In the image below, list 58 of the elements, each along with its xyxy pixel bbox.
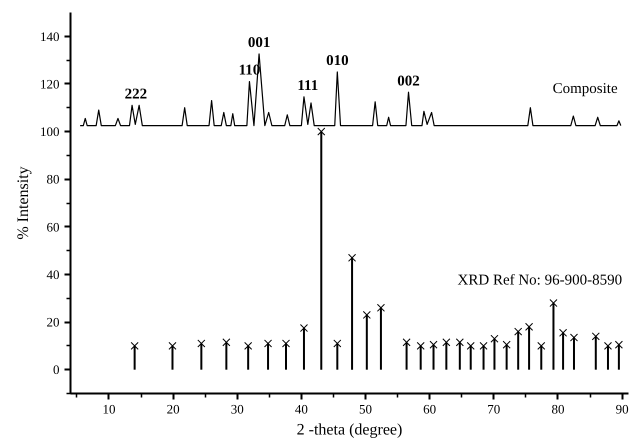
- point: [362, 310, 371, 319]
- point: [168, 342, 177, 350]
- annotation: 010: [326, 53, 349, 70]
- point: [197, 339, 206, 348]
- x-tick-label: 80: [551, 402, 564, 416]
- point: [614, 340, 623, 349]
- annotation: 222: [124, 86, 148, 102]
- annotation: 111: [297, 78, 318, 94]
- point: [490, 334, 498, 343]
- point: [456, 338, 464, 346]
- point: [222, 338, 230, 346]
- point: [502, 340, 511, 349]
- point: [525, 322, 534, 331]
- y-axis-title: % Intensity: [15, 166, 32, 240]
- point: [537, 342, 546, 350]
- annotation: 002: [397, 73, 420, 90]
- y-tick-label: 20: [46, 314, 60, 330]
- y-tick-label: 140: [40, 28, 60, 44]
- annotation: 001: [248, 34, 270, 51]
- y-tick-label: 120: [40, 76, 60, 92]
- x-tick-label: 90: [616, 402, 629, 416]
- series-label: Composite: [552, 80, 618, 97]
- point: [300, 324, 308, 332]
- point: [317, 128, 326, 136]
- y-tick-label: 100: [40, 124, 60, 140]
- series-label: XRD Ref No: 96-900-8590: [458, 272, 622, 289]
- y-tick-label: 80: [46, 172, 60, 187]
- point: [333, 339, 342, 348]
- point: [466, 342, 475, 350]
- point: [514, 328, 522, 336]
- point: [442, 338, 450, 346]
- x-tick-label: 20: [166, 402, 180, 416]
- point: [570, 334, 578, 342]
- point: [282, 339, 290, 348]
- x-tick-label: 40: [294, 402, 308, 416]
- point: [559, 328, 568, 337]
- point: [429, 340, 438, 349]
- point: [480, 342, 488, 350]
- y-tick-label: 0: [53, 362, 60, 378]
- x-tick-label: 50: [359, 402, 372, 416]
- point: [244, 342, 252, 350]
- x-tick-label: 60: [423, 402, 436, 416]
- point: [376, 304, 385, 312]
- x-tick-label: 70: [487, 402, 500, 416]
- point: [130, 342, 139, 350]
- point: [264, 339, 272, 348]
- line-series: [80, 53, 622, 126]
- y-tick-label: 40: [46, 266, 60, 282]
- point: [402, 338, 411, 346]
- y-tick-label: 60: [46, 219, 60, 234]
- point: [416, 342, 425, 350]
- point: [604, 342, 612, 350]
- x-tick-label: 30: [230, 402, 244, 416]
- point: [348, 254, 356, 262]
- point: [592, 332, 600, 340]
- point: [549, 298, 558, 308]
- x-axis-title: 2 -theta (degree): [296, 422, 402, 438]
- x-tick-label: 10: [102, 402, 116, 416]
